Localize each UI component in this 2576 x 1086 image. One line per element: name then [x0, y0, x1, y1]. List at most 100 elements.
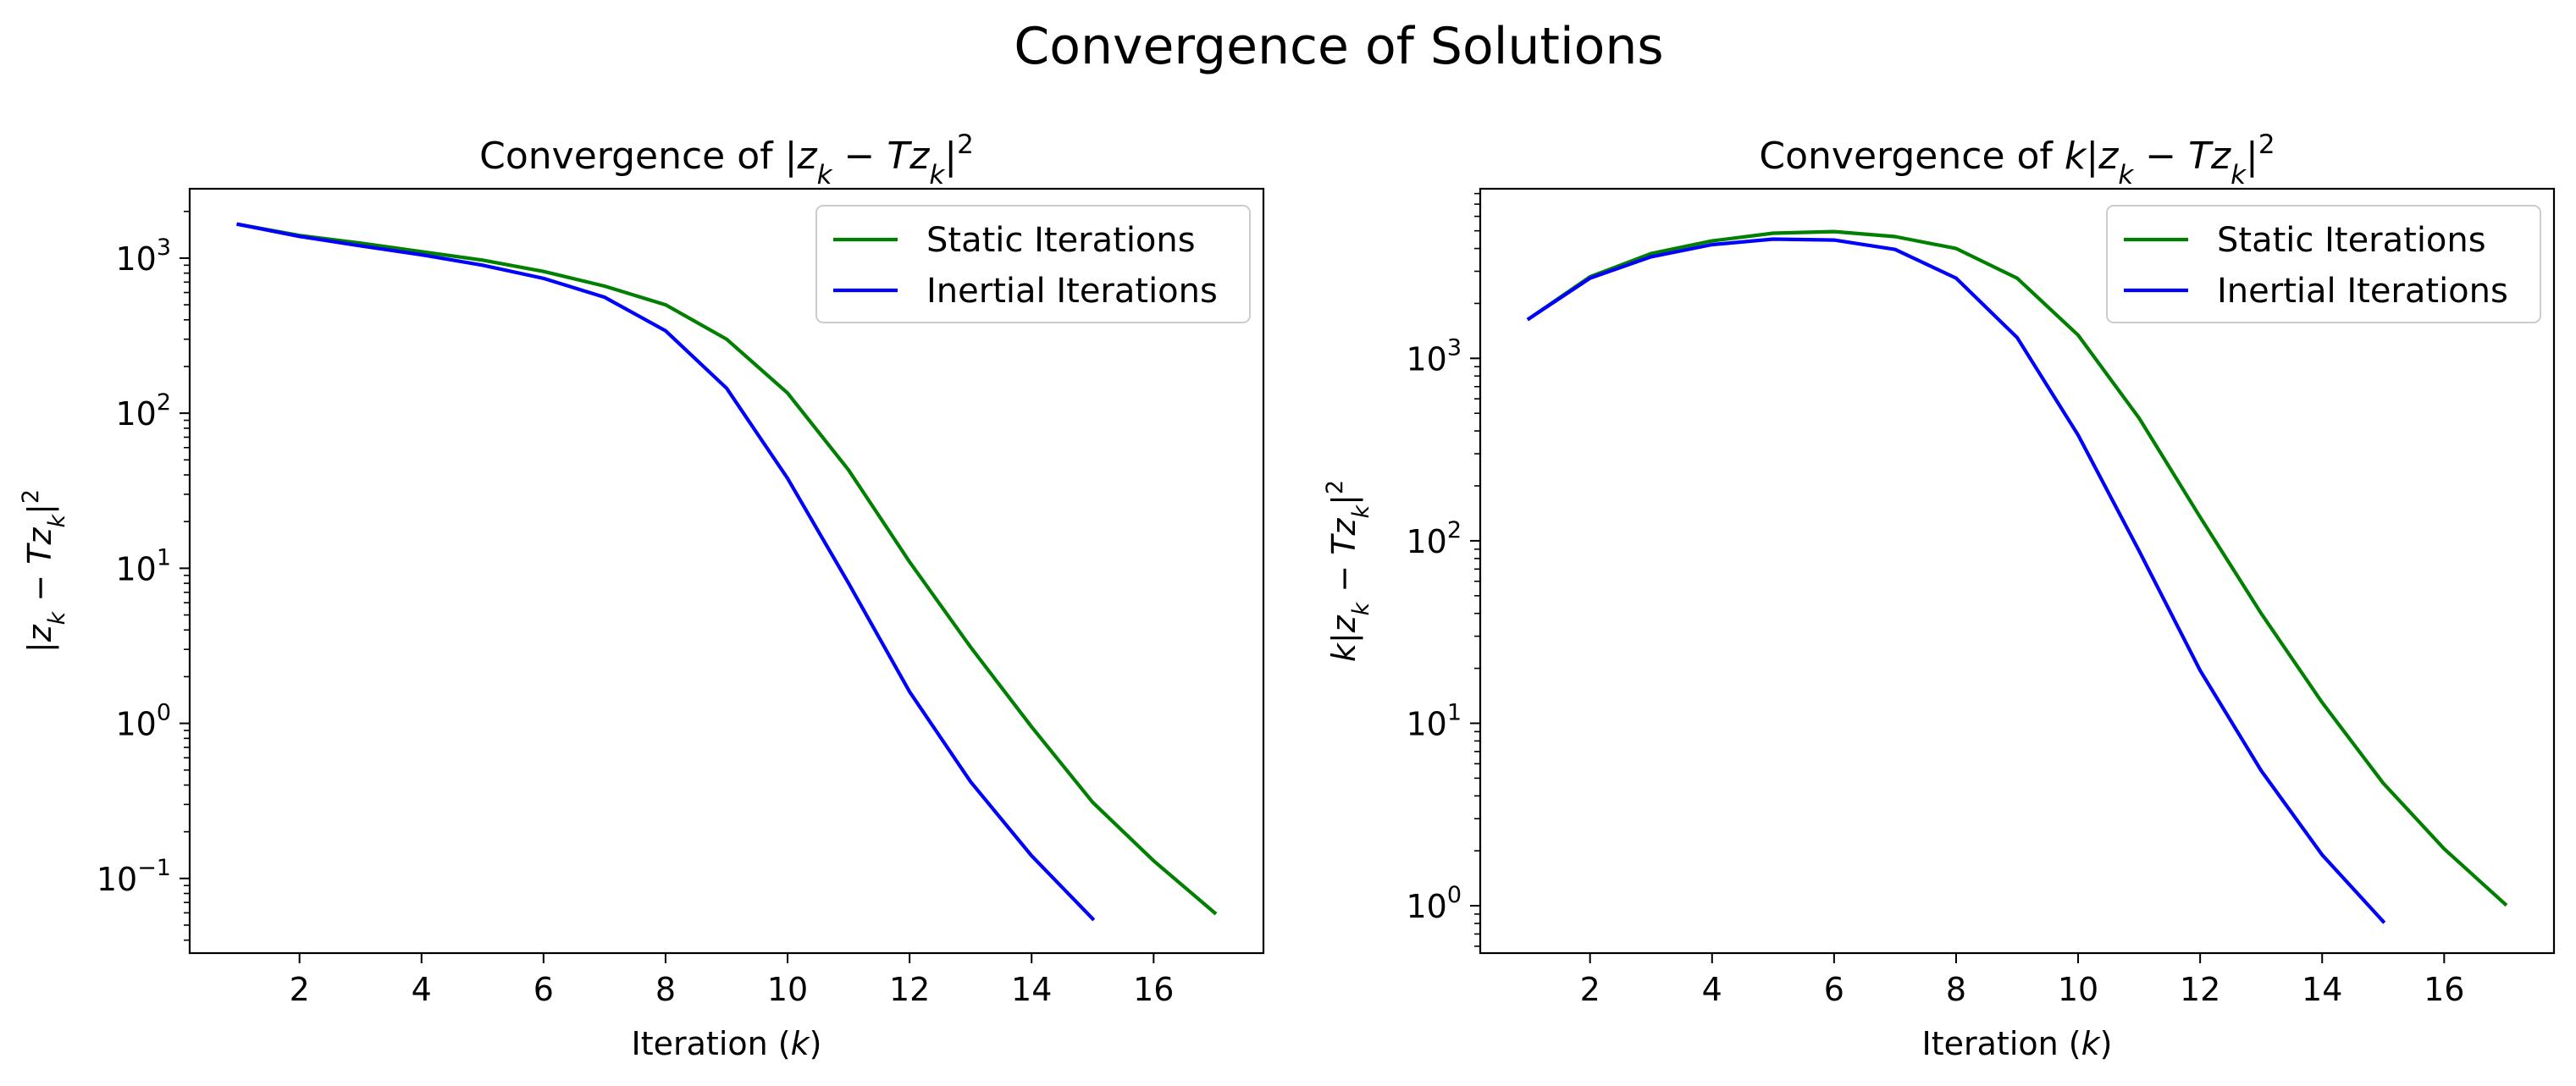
- legend-item-inertial: Inertial Iterations: [833, 272, 1218, 311]
- x-tick-label: 6: [1824, 971, 1844, 1008]
- y-tick-label: 100: [1406, 882, 1462, 925]
- x-tick-label: 4: [1702, 971, 1722, 1008]
- y-tick-exponent: 0: [1447, 882, 1462, 908]
- figure-title: Convergence of Solutions: [1014, 17, 1663, 76]
- label-subscript: k: [44, 514, 70, 528]
- x-tick-label: 14: [1011, 971, 1052, 1008]
- x-axis-label: Iteration (k): [1922, 1025, 2113, 1062]
- x-tick-label: 10: [767, 971, 808, 1008]
- y-axis-label: |zk − Tzk|2: [18, 489, 70, 653]
- legend-item-static: Static Iterations: [833, 221, 1196, 260]
- y-tick-base: 10: [97, 861, 137, 898]
- label-prefix: Convergence of: [1759, 135, 2065, 178]
- label-minus-tz: − Tz: [1325, 517, 1363, 602]
- y-tick-exponent: 2: [157, 389, 171, 416]
- y-tick-label: 10−1: [97, 855, 171, 898]
- x-tick-label: 14: [2302, 971, 2342, 1008]
- label-superscript: 2: [18, 489, 44, 504]
- label-prefix: Convergence of: [479, 135, 785, 178]
- legend-item-inertial: Inertial Iterations: [2124, 272, 2508, 311]
- legend-label: Static Iterations: [926, 221, 1196, 260]
- series-line-inertial: [1526, 237, 2386, 924]
- legend: Static Iterations Inertial Iterations: [2106, 205, 2541, 323]
- y-tick-label: 101: [115, 544, 171, 587]
- legend-box: [815, 205, 1251, 323]
- label-abs-close: |: [944, 135, 957, 178]
- subplot-1: 2 4 6 8 10 12 14 1610−1100101102103Convergence …: [18, 130, 1265, 1062]
- series-line-static: [236, 222, 1218, 916]
- x-tick-label: 6: [533, 971, 554, 1008]
- x-tick-label: 8: [655, 971, 676, 1008]
- x-label-close: ): [2100, 1025, 2113, 1062]
- label-abs-z: |z: [785, 135, 818, 178]
- subplot-title: Convergence of |zk − Tzk|2: [479, 130, 974, 190]
- y-tick-base: 10: [115, 395, 156, 433]
- legend: Static Iterations Inertial Iterations: [815, 205, 1251, 323]
- legend-item-static: Static Iterations: [2124, 221, 2486, 260]
- y-tick-base: 10: [1406, 888, 1446, 925]
- y-tick-base: 10: [1406, 705, 1446, 742]
- y-tick-label: 102: [1406, 517, 1462, 560]
- subplot-title: Convergence of k|zk − Tzk|2: [1759, 130, 2275, 190]
- label-superscript: 2: [2258, 130, 2275, 160]
- legend-box: [2106, 205, 2541, 323]
- label-subscript: k: [2118, 160, 2134, 190]
- x-label-text: Iteration (: [1922, 1025, 2081, 1062]
- label-abs-close: |: [2246, 135, 2258, 178]
- y-tick-base: 10: [1406, 523, 1446, 560]
- label-abs-z: |z: [21, 624, 59, 653]
- label-subscript: k: [817, 160, 833, 190]
- x-label-text: Iteration (: [632, 1025, 791, 1062]
- y-tick-exponent: −1: [137, 855, 171, 881]
- label-abs-z: |z: [2086, 135, 2119, 178]
- y-tick-exponent: 3: [1447, 334, 1462, 361]
- y-tick-exponent: 0: [157, 700, 171, 726]
- y-tick-base: 10: [115, 550, 156, 587]
- x-tick-label: 12: [2180, 971, 2220, 1008]
- x-label-var: k: [2081, 1025, 2102, 1062]
- label-abs-z: |z: [1325, 615, 1363, 643]
- axes-frame: [1479, 187, 2556, 955]
- label-abs-close: |: [21, 504, 59, 515]
- y-tick-label: 103: [1406, 334, 1462, 378]
- label-subscript: k: [929, 160, 945, 190]
- series-line-static: [1526, 229, 2508, 907]
- label-subscript: k: [44, 610, 70, 625]
- y-tick-base: 10: [1406, 340, 1446, 378]
- x-tick-label: 2: [290, 971, 310, 1008]
- x-tick-label: 10: [2058, 971, 2098, 1008]
- y-tick-label: 102: [115, 389, 171, 433]
- x-label-var: k: [791, 1025, 811, 1062]
- label-minus-tz: − Tz: [832, 135, 931, 178]
- series-line-inertial: [236, 222, 1096, 922]
- legend-label: Inertial Iterations: [926, 272, 1218, 311]
- axes-frame: [188, 187, 1265, 955]
- label-superscript: 2: [957, 130, 974, 160]
- y-tick-exponent: 3: [157, 234, 171, 261]
- label-subscript: k: [2231, 160, 2247, 190]
- y-tick-exponent: 2: [1447, 517, 1462, 543]
- y-axis-label: k|zk − Tzk|2: [1322, 480, 1374, 662]
- x-axis-label: Iteration (k): [632, 1025, 822, 1062]
- label-abs-close: |: [1325, 494, 1363, 505]
- label-var-k: k: [1325, 642, 1363, 662]
- y-tick-base: 10: [115, 706, 156, 743]
- y-tick-exponent: 1: [1447, 699, 1462, 725]
- label-minus-tz: − Tz: [21, 526, 58, 611]
- label-subscript: k: [1348, 601, 1374, 615]
- y-tick-label: 101: [1406, 699, 1462, 742]
- y-tick-exponent: 1: [157, 544, 171, 571]
- x-tick-label: 8: [1946, 971, 1966, 1008]
- label-var-k: k: [2065, 135, 2087, 178]
- legend-label: Static Iterations: [2217, 221, 2486, 260]
- x-tick-label: 16: [1133, 971, 1174, 1008]
- label-superscript: 2: [1322, 480, 1348, 494]
- label-subscript: k: [1348, 504, 1374, 519]
- x-tick-label: 16: [2424, 971, 2464, 1008]
- x-label-close: ): [810, 1025, 822, 1062]
- legend-label: Inertial Iterations: [2217, 272, 2508, 311]
- x-tick-label: 2: [1580, 971, 1600, 1008]
- x-tick-label: 4: [412, 971, 432, 1008]
